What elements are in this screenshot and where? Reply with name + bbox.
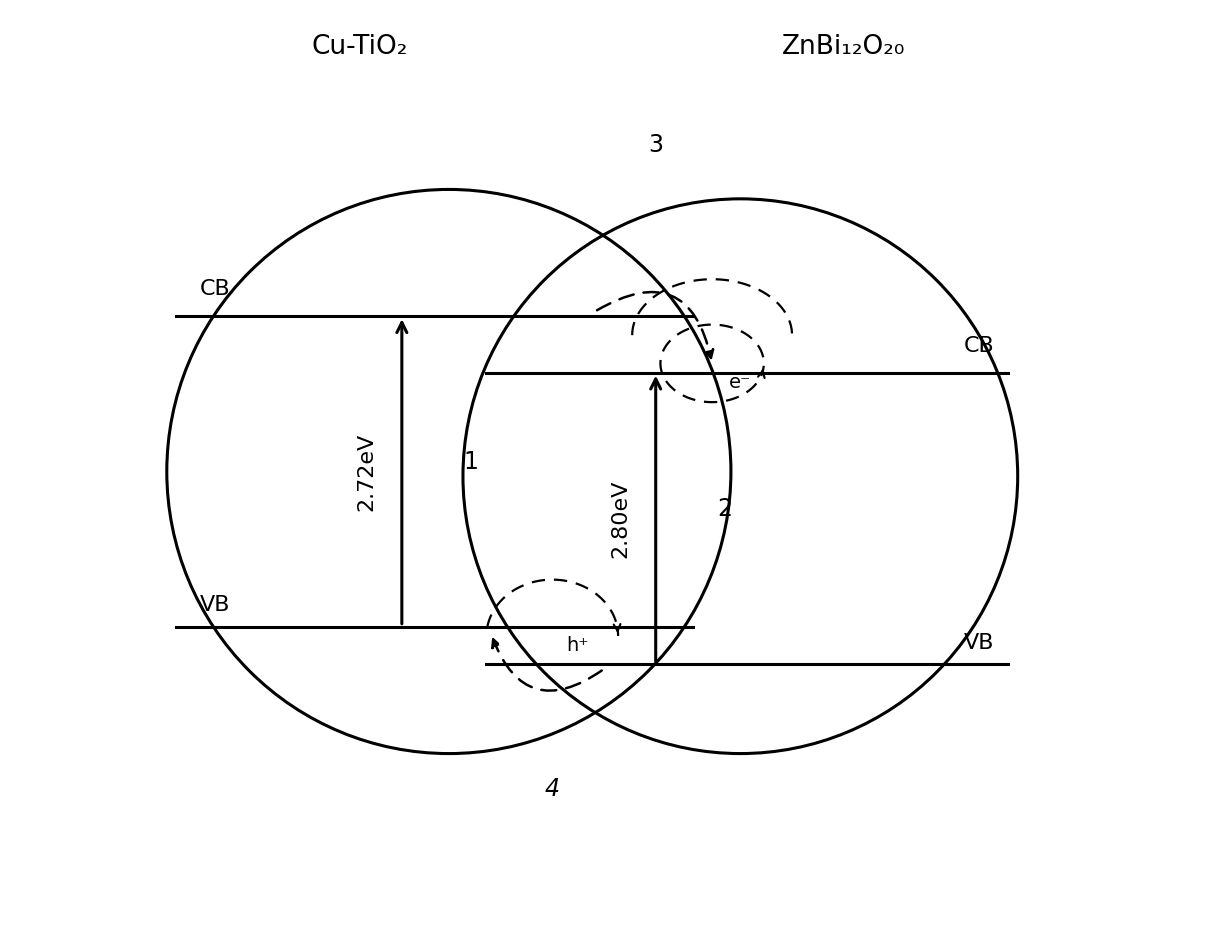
Text: VB: VB	[199, 595, 231, 616]
Text: h⁺: h⁺	[567, 636, 588, 655]
Text: 1: 1	[463, 450, 478, 474]
Text: 2.80eV: 2.80eV	[610, 479, 631, 557]
Text: Cu-TiO₂: Cu-TiO₂	[312, 34, 408, 60]
Text: CB: CB	[199, 279, 231, 300]
Text: ZnBi₁₂O₂₀: ZnBi₁₂O₂₀	[782, 34, 906, 60]
Text: 3: 3	[649, 133, 663, 157]
Text: 4: 4	[545, 777, 559, 801]
Text: VB: VB	[964, 633, 994, 653]
Text: 2: 2	[716, 497, 732, 521]
Text: 2.72eV: 2.72eV	[356, 433, 376, 510]
Text: CB: CB	[964, 336, 994, 356]
Text: e⁻: e⁻	[730, 372, 751, 391]
